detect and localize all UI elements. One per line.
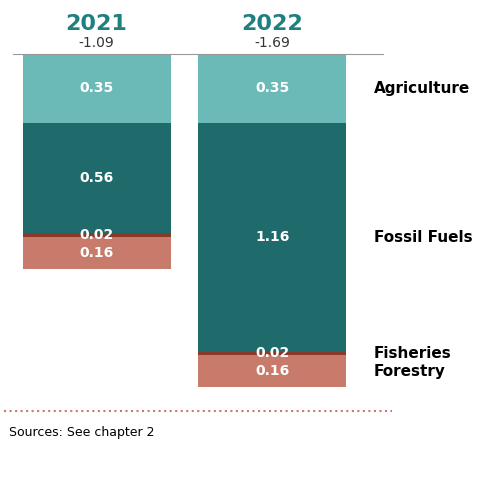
Bar bbox=[22, 237, 171, 269]
Text: Fossil Fuels: Fossil Fuels bbox=[374, 229, 472, 244]
Text: 0.02: 0.02 bbox=[255, 347, 290, 360]
Text: 1.16: 1.16 bbox=[255, 230, 290, 244]
Text: 0.35: 0.35 bbox=[255, 81, 290, 95]
Bar bbox=[22, 122, 171, 233]
Text: 0.02: 0.02 bbox=[80, 228, 114, 242]
Text: Fisheries: Fisheries bbox=[374, 346, 452, 361]
Text: Sources: See chapter 2: Sources: See chapter 2 bbox=[9, 427, 154, 440]
Bar bbox=[198, 53, 346, 122]
Text: 0.35: 0.35 bbox=[80, 81, 114, 95]
Bar bbox=[198, 351, 346, 356]
Text: Forestry: Forestry bbox=[374, 364, 446, 379]
Text: 2021: 2021 bbox=[66, 14, 128, 34]
Text: -1.69: -1.69 bbox=[254, 36, 290, 49]
Text: 2022: 2022 bbox=[242, 14, 303, 34]
Bar bbox=[22, 53, 171, 122]
Bar bbox=[22, 233, 171, 237]
Bar bbox=[198, 356, 346, 387]
Text: 0.56: 0.56 bbox=[80, 171, 114, 185]
Text: -1.09: -1.09 bbox=[78, 36, 114, 49]
Bar bbox=[198, 122, 346, 351]
Text: Agriculture: Agriculture bbox=[374, 81, 470, 96]
Text: 0.16: 0.16 bbox=[80, 246, 114, 260]
Text: 0.16: 0.16 bbox=[255, 364, 290, 378]
